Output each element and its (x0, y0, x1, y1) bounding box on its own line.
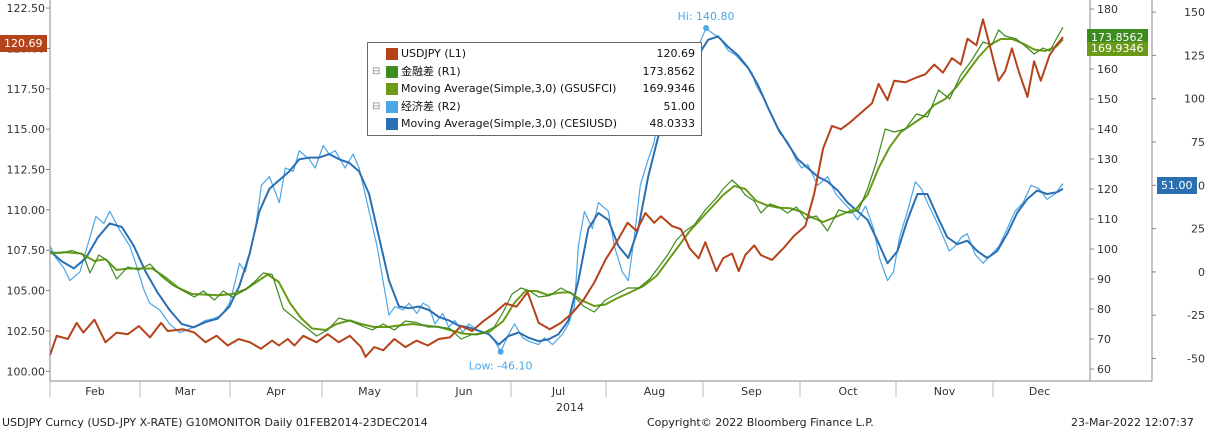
legend-row: ⊟ 经济差 (R2) 51.00 (368, 98, 701, 115)
x-axis-year-label: 2014 (556, 401, 584, 414)
right-axis-2-tick-label: 125 (1184, 49, 1205, 62)
left-axis-tick-label: 102.50 (7, 325, 46, 338)
x-axis-month-label: Nov (934, 385, 956, 398)
right-axis-1-tick-label: 150 (1097, 93, 1118, 106)
series-line-2 (49, 38, 1064, 336)
usdjpy-last-tag: 120.69 (0, 35, 47, 52)
legend-box: USDJPY (L1) 120.69 ⊟ 金融差 (R1) 173.8562 Moving… (367, 42, 702, 136)
x-axis-month-label: May (358, 385, 381, 398)
legend-value: 173.8562 (642, 64, 696, 78)
left-axis-tick-label: 105.00 (7, 285, 46, 298)
series-line-4 (49, 35, 1064, 346)
low-marker (497, 348, 504, 355)
right-axis-2-tick-label: -25 (1187, 309, 1205, 322)
legend-row: ⊟ 金融差 (R1) 173.8562 (368, 63, 701, 80)
legend-row: Moving Average(Simple,3,0) (CESIUSD) 48.0… (368, 115, 701, 132)
legend-value: 169.9346 (642, 82, 696, 95)
legend-label: 经济差 (R2) (401, 99, 461, 113)
legend-label: Moving Average(Simple,3,0) (CESIUSD) (401, 117, 617, 130)
x-axis-month-label: Mar (175, 385, 196, 398)
legend-label: 金融差 (R1) (401, 64, 461, 78)
legend-swatch (386, 48, 398, 60)
right-axis-1-tick-label: 180 (1097, 3, 1118, 16)
left-axis-tick-label: 100.00 (7, 365, 46, 378)
right-axis-2-tick-label: 150 (1184, 6, 1205, 19)
legend-row: USDJPY (L1) 120.69 (368, 45, 701, 62)
right-axis-2-tick-label: 0 (1198, 266, 1205, 279)
footer-copyright: Copyright© 2022 Bloomberg Finance L.P. (647, 416, 874, 429)
x-axis-month-label: Jul (551, 385, 565, 398)
legend-swatch (386, 83, 398, 95)
legend-label: USDJPY (L1) (401, 47, 467, 60)
x-axis-month-label: Oct (838, 385, 858, 398)
x-axis-month-label: Apr (266, 385, 286, 398)
right-axis-1-tick-label: 60 (1097, 363, 1111, 376)
r2-last-tag: 51.00 (1157, 177, 1197, 194)
right-axis-1-tick-label: 130 (1097, 153, 1118, 166)
footer-security: USDJPY Curncy (USD-JPY X-RATE) G10MONITO… (2, 416, 428, 429)
series-line-3 (49, 27, 1064, 353)
right-axis-2-tick-label: -50 (1187, 352, 1205, 365)
legend-swatch (386, 100, 398, 113)
legend-swatch (386, 118, 398, 130)
right-axis-2-tick-label: 75 (1191, 136, 1205, 149)
right-axis-1-tick-label: 110 (1097, 213, 1118, 226)
left-axis-tick-label: 107.50 (7, 244, 46, 257)
right-axis-1-tick-label: 80 (1097, 303, 1111, 316)
legend-value: 120.69 (656, 47, 696, 60)
x-axis-month-label: Sep (741, 385, 762, 398)
right-axis-1-tick-label: 140 (1097, 123, 1118, 136)
left-axis-tick-label: 110.00 (7, 204, 46, 217)
series-line-1 (49, 27, 1064, 340)
legend-value: 51.00 (663, 99, 696, 113)
low-annotation: Low: -46.10 (469, 360, 533, 373)
legend-tree-icon: ⊟ (372, 100, 381, 112)
r1-ma-last-tag: 169.9346 (1087, 42, 1148, 56)
legend-swatch (386, 65, 398, 78)
left-axis-tick-label: 117.50 (7, 83, 46, 96)
right-axis-1-tick-label: 90 (1097, 273, 1111, 286)
left-axis-tick-label: 112.50 (7, 164, 46, 177)
right-axis-2-tick-label: 25 (1191, 223, 1205, 236)
legend-tree-icon: ⊟ (372, 65, 381, 77)
legend-label: Moving Average(Simple,3,0) (GSUSFCI) (401, 82, 617, 95)
x-axis-month-label: Aug (644, 385, 665, 398)
high-annotation: Hi: 140.80 (678, 10, 735, 23)
series-line-0 (49, 18, 1064, 358)
legend-row: Moving Average(Simple,3,0) (GSUSFCI) 169.… (368, 80, 701, 97)
legend-value: 48.0333 (649, 117, 696, 130)
x-axis-month-label: Dec (1029, 385, 1050, 398)
x-axis-month-label: Feb (85, 385, 104, 398)
x-axis-month-label: Jun (454, 385, 472, 398)
right-axis-1-tick-label: 160 (1097, 63, 1118, 76)
footer-timestamp: 23-Mar-2022 12:07:37 (1071, 416, 1194, 429)
r1-last-tag: 173.8562 (1087, 29, 1148, 46)
left-axis-tick-label: 122.50 (7, 2, 46, 15)
right-axis-2-tick-label: 100 (1184, 93, 1205, 106)
left-axis-tick-label: 115.00 (7, 123, 46, 136)
right-axis-1-tick-label: 100 (1097, 243, 1118, 256)
right-axis-1-tick-label: 70 (1097, 333, 1111, 346)
right-axis-1-tick-label: 120 (1097, 183, 1118, 196)
high-marker (703, 25, 710, 32)
